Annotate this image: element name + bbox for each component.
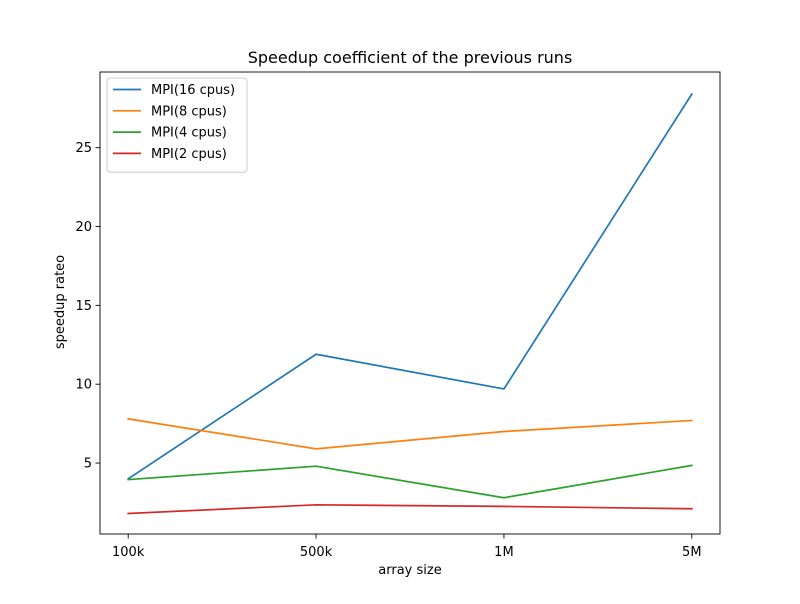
series-line-4 [127,503,693,515]
y-tick-label: 25 [75,141,92,156]
legend-label: MPI(8 cpus) [151,104,227,119]
y-tick-label: 10 [75,378,92,393]
legend: MPI(16 cpus) MPI(8 cpus) MPI(4 cpus) MPI(2 … [106,77,248,173]
plot-area: 100k 500k 1M 5M 5 10 15 20 25 MPI(16 cpus) MPI(8 c… [75,71,721,560]
chart-title: Speedup coefficient of the previous runs [248,48,573,67]
y-tick-label: 5 [84,457,92,472]
x-tick-label: 5M [682,545,702,560]
legend-label: MPI(4 cpus) [151,126,227,141]
axes-frame [99,71,721,535]
x-tick-label: 500k [300,545,333,560]
legend-label: MPI(2 cpus) [151,147,227,162]
x-tick-label: 100k [112,545,145,560]
x-tick-label: 1M [494,545,514,560]
series-line-1 [127,92,693,480]
x-axis-label: array size [378,563,441,578]
series-line-3 [127,464,693,499]
y-tick-label: 15 [75,299,92,314]
series-line-2 [127,417,693,450]
legend-label: MPI(16 cpus) [151,83,235,98]
y-axis-label: speedup rateo [53,255,68,349]
legend-box [106,77,248,173]
y-tick-label: 20 [75,220,92,235]
